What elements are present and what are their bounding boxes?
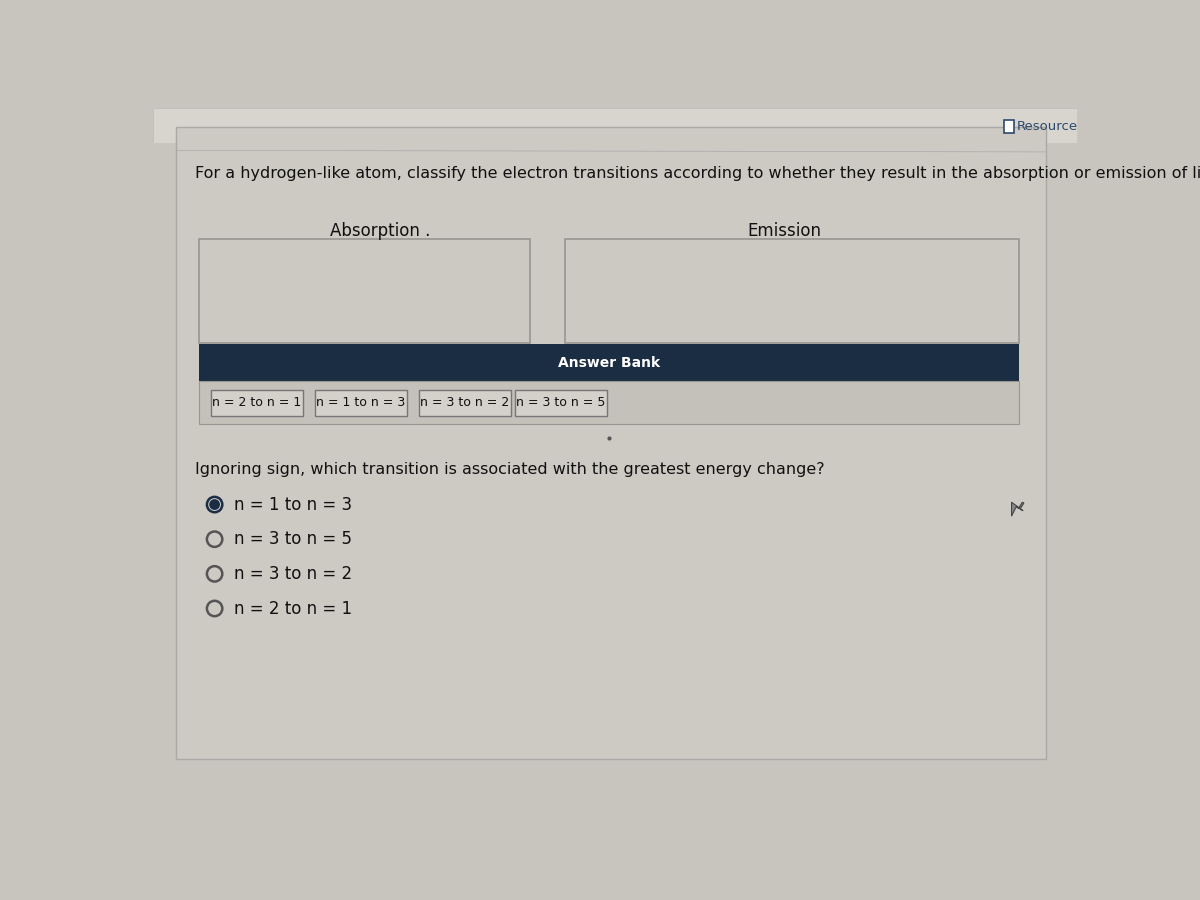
Bar [211, 390, 304, 416]
Circle shape [209, 500, 220, 510]
Text: For a hydrogen-like atom, classify the electron transitions according to whether: For a hydrogen-like atom, classify the e… [196, 166, 1200, 181]
Text: n = 2 to n = 1: n = 2 to n = 1 [212, 396, 301, 410]
Bar [314, 390, 407, 416]
Bar [199, 382, 1019, 424]
Bar [1004, 121, 1014, 132]
Text: Resource: Resource [1016, 120, 1078, 133]
Text: n = 3 to n = 5: n = 3 to n = 5 [234, 530, 352, 548]
Text: Absorption .: Absorption . [330, 222, 431, 240]
Bar [154, 108, 1078, 142]
Text: n = 2 to n = 1: n = 2 to n = 1 [234, 599, 352, 617]
Text: n = 1 to n = 3: n = 1 to n = 3 [234, 496, 352, 514]
Text: n = 1 to n = 3: n = 1 to n = 3 [317, 396, 406, 410]
Bar [515, 390, 607, 416]
Text: n = 3 to n = 2: n = 3 to n = 2 [234, 565, 352, 583]
Bar [199, 238, 530, 343]
Text: Emission: Emission [748, 222, 821, 240]
Bar [419, 390, 511, 416]
Text: Ignoring sign, which transition is associated with the greatest energy change?: Ignoring sign, which transition is assoc… [196, 463, 824, 477]
Bar [565, 238, 1019, 343]
Text: n = 3 to n = 2: n = 3 to n = 2 [420, 396, 510, 410]
Text: Answer Bank: Answer Bank [558, 356, 660, 370]
Polygon shape [1012, 502, 1024, 516]
Bar [199, 345, 1019, 382]
Text: n = 3 to n = 5: n = 3 to n = 5 [516, 396, 606, 410]
